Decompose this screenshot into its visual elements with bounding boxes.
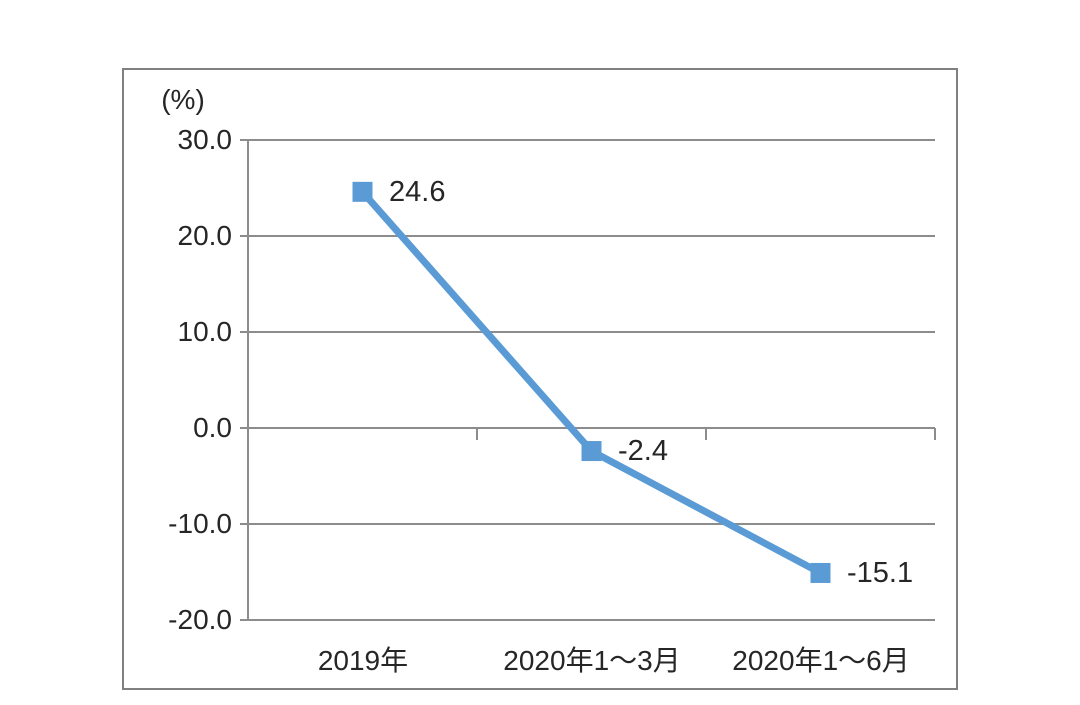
y-axis-tick-label: 20.0 [177,220,233,251]
data-marker-2 [810,562,831,583]
gridline [248,523,935,525]
x-axis-category-label: 2020年1～6月 [732,645,910,676]
gridline [248,139,935,141]
y-axis-unit-label: (%) [161,84,205,115]
y-axis-tick [240,619,248,621]
y-axis-tick [240,427,248,429]
y-axis-tick-label: -20.0 [168,604,232,635]
data-label: -15.1 [847,557,914,589]
y-axis-tick-label: 10.0 [177,316,233,347]
x-axis-category-label: 2020年1～3月 [503,645,681,676]
x-axis-tick [934,428,936,440]
y-axis-tick [240,523,248,525]
x-axis-category-label: 2019年 [317,645,409,676]
data-marker-0 [352,181,373,202]
series-line [359,189,823,577]
x-axis-tick [476,428,478,440]
data-marker-1 [581,441,602,462]
data-label: 24.6 [389,176,446,208]
y-axis-line [247,140,249,621]
y-axis-tick [240,139,248,141]
x-axis-tick [247,428,249,440]
y-axis-tick [240,331,248,333]
y-axis-tick-label: -10.0 [168,508,232,539]
gridline [248,427,935,429]
y-axis-tick-label: 0.0 [193,412,232,443]
data-label: -2.4 [618,435,668,467]
gridline [248,235,935,237]
chart-border [122,68,958,690]
gridline [248,331,935,333]
x-axis-tick [705,428,707,440]
y-axis-tick [240,235,248,237]
gridline [248,619,935,621]
y-axis-tick-label: 30.0 [177,124,233,155]
